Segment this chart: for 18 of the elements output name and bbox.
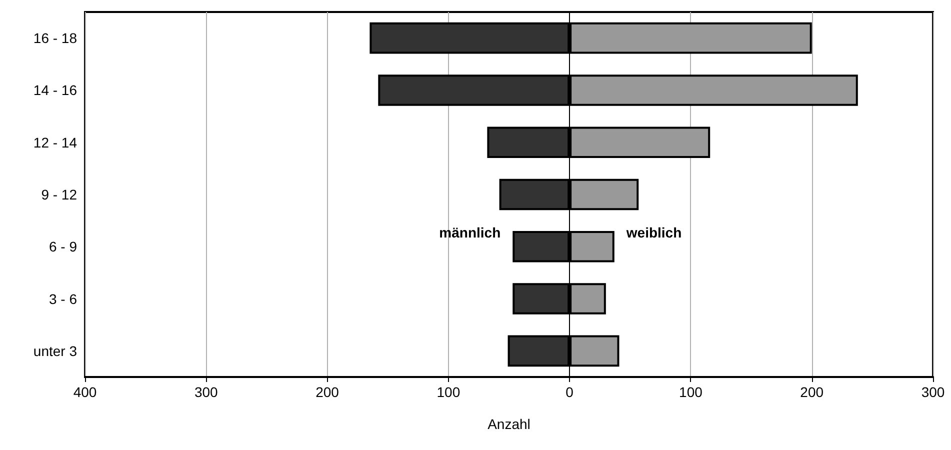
y-tick-label: 6 - 9 [48,238,78,255]
x-tick-label: 100 [679,384,703,400]
x-tick-label: 400 [73,384,97,400]
y-tick-label: 16 - 18 [33,30,78,46]
y-tick-label: unter 3 [33,342,78,359]
y-tick-label: 9 - 12 [41,186,78,202]
y-tick-label: 3 - 6 [48,290,78,307]
x-tick-label: 200 [800,384,824,400]
x-tick-label: 100 [436,384,460,400]
x-tick-label: 300 [194,384,218,400]
x-tick-label: 200 [316,384,340,400]
series-label: männlich [439,224,501,241]
x-tick-label: 0 [566,384,574,400]
x-axis-title: Anzahl [488,416,530,432]
y-tick-label: 12 - 14 [33,134,78,150]
x-tick-label: 300 [921,384,945,400]
series-label: weiblich [625,224,682,241]
y-tick-label: 14 - 16 [33,82,78,98]
